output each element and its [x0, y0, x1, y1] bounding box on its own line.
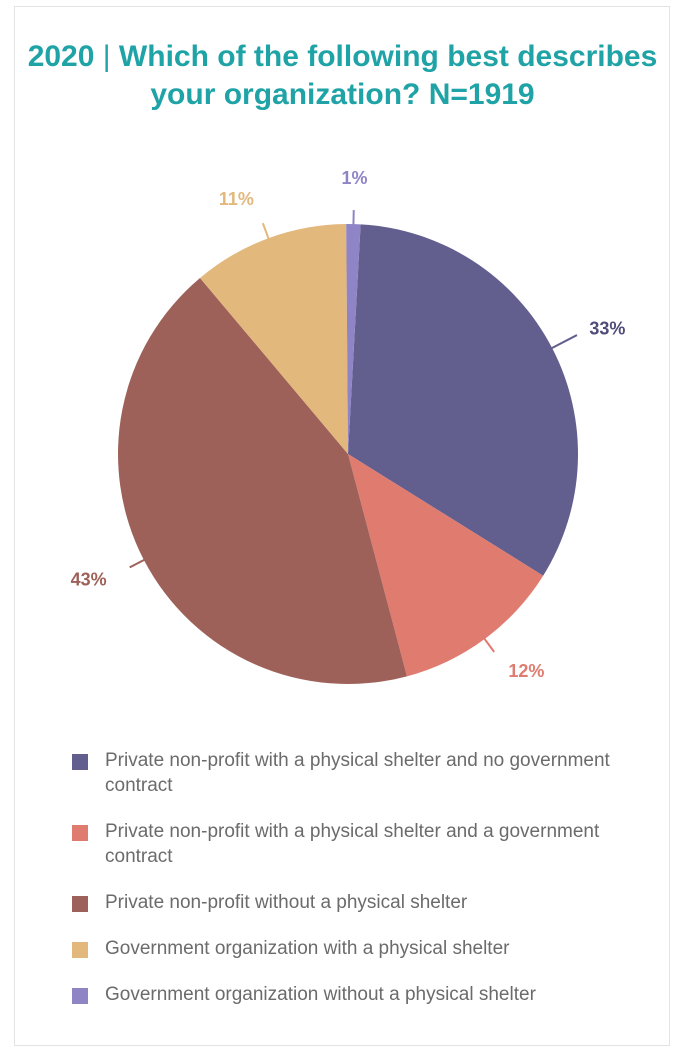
legend-item: Private non-profit without a physical sh… — [72, 890, 652, 915]
pie-slice — [200, 224, 348, 454]
pie-chart: 33% 12% 43% 11% 1% — [71, 168, 625, 684]
legend-item: Private non-profit with a physical shelt… — [72, 819, 652, 869]
legend-swatch — [72, 988, 88, 1004]
slice-percent-label: 43% — [71, 569, 107, 589]
chart-legend: Private non-profit with a physical shelt… — [72, 748, 652, 1007]
legend-swatch — [72, 754, 88, 770]
legend-label: Private non-profit without a physical sh… — [105, 892, 468, 913]
legend-label: Private non-profit with a physical shelt… — [105, 821, 600, 867]
legend-label: Government organization without a physic… — [105, 984, 536, 1005]
legend-swatch — [72, 942, 88, 958]
legend-item: Government organization with a physical … — [72, 936, 652, 961]
pie-slice — [118, 277, 407, 684]
leader-line — [261, 222, 271, 241]
slice-percent-label: 1% — [342, 168, 368, 188]
legend-label: Private non-profit with a physical shelt… — [105, 750, 610, 796]
legend-item: Government organization without a physic… — [72, 982, 652, 1007]
slice-percent-label: 11% — [219, 189, 254, 209]
title-year: 2020 — [27, 40, 95, 73]
leader-line — [549, 334, 578, 350]
leader-line — [129, 558, 147, 569]
slice-percent-label: 12% — [508, 661, 544, 681]
pie-slice — [348, 224, 578, 576]
legend-swatch — [72, 825, 88, 841]
legend-swatch — [72, 896, 88, 912]
leader-line — [482, 636, 495, 653]
legend-label: Government organization with a physical … — [105, 938, 510, 959]
legend-item: Private non-profit with a physical shelt… — [72, 748, 652, 798]
slice-percent-label: 33% — [589, 319, 625, 339]
pie-slice — [348, 454, 544, 677]
title-separator: | — [102, 40, 111, 73]
pie-slice — [346, 224, 361, 454]
chart-title: 2020 | Which of the following best descr… — [0, 38, 685, 114]
title-text: Which of the following best describes yo… — [118, 40, 658, 111]
